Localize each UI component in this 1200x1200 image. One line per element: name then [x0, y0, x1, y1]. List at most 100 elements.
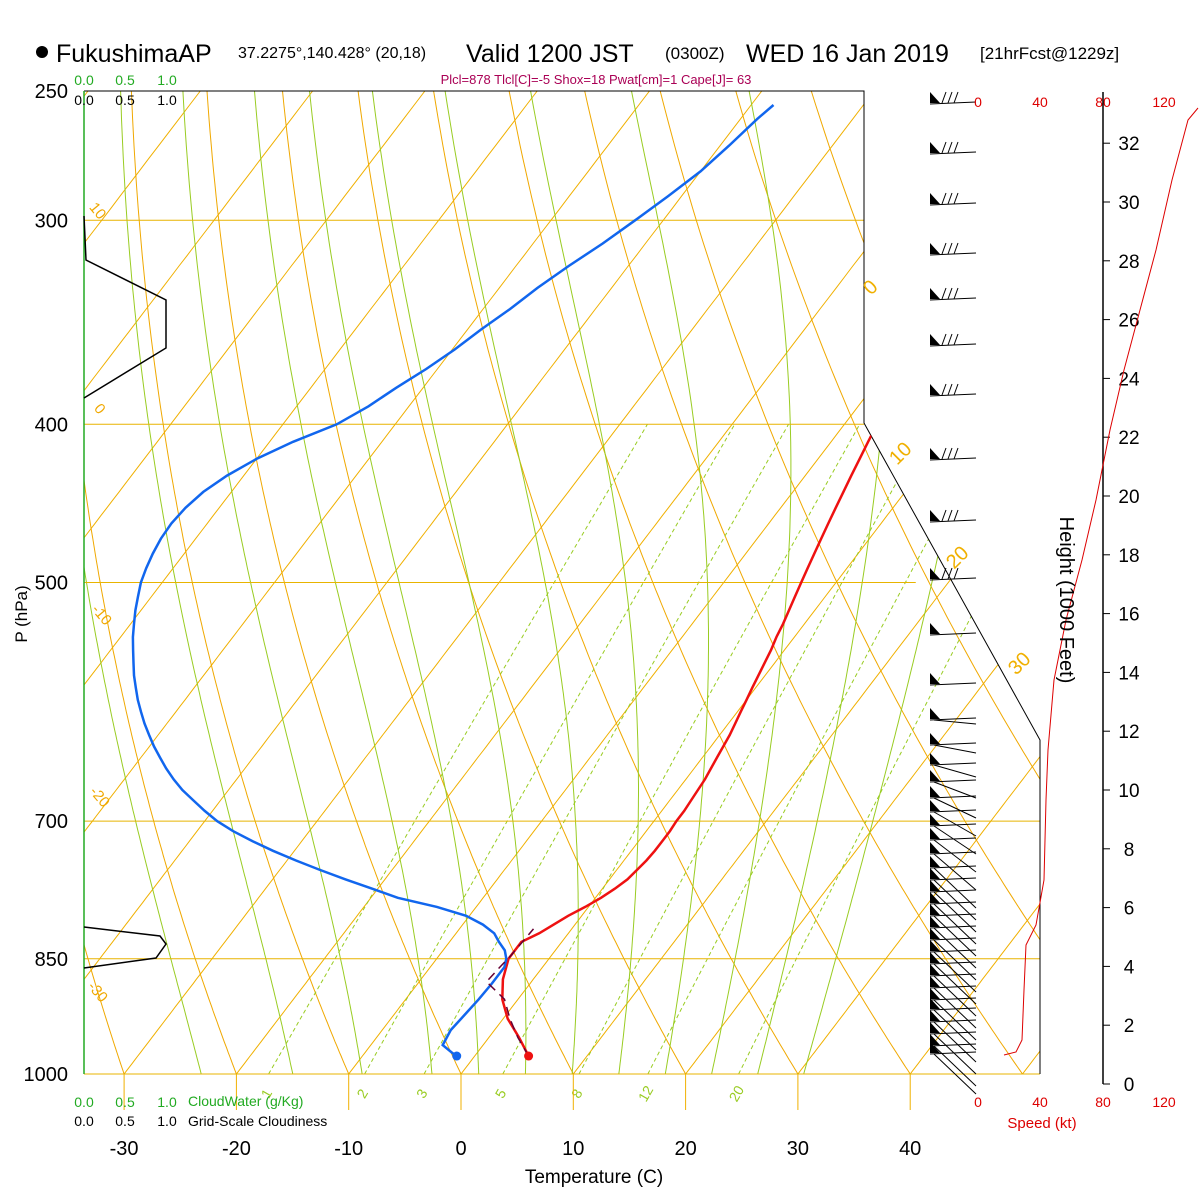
height-tick-label: 32: [1118, 134, 1139, 155]
barb-diagonal: [933, 1033, 977, 1075]
barb-feather: [953, 141, 959, 154]
cloudiness-profile-upper: [83, 215, 167, 399]
adiabat-label: 0: [90, 400, 108, 417]
cloud-profile: [83, 215, 167, 969]
barb-staff: [929, 779, 977, 783]
barb-feather: [941, 242, 947, 255]
dry-adiabat-line: [206, 91, 479, 1074]
barb-diagonal: [933, 781, 977, 799]
mixing-ratio-line: [268, 424, 648, 1074]
isotherm-line: [84, 91, 650, 1074]
barb-diagonal: [933, 999, 977, 1041]
barb-diagonal: [933, 927, 977, 969]
wind-barb: [929, 623, 977, 636]
wind-barb: [929, 976, 977, 1029]
wind-barb: [929, 242, 977, 256]
wind-barb: [929, 287, 977, 301]
barb-staff: [929, 809, 977, 813]
barb-feather: [947, 509, 953, 522]
barb-flag: [930, 733, 940, 744]
barb-feather: [947, 91, 953, 104]
barb-diagonal: [933, 764, 977, 778]
wind-barb: [929, 673, 977, 686]
barb-feather: [947, 333, 953, 346]
barb-diagonal: [933, 853, 977, 891]
barb-diagonal: [933, 811, 977, 837]
barb-flag: [930, 928, 940, 939]
wind-barb: [929, 333, 977, 347]
cloudwater-tick-top: 0.0: [74, 72, 94, 88]
dewpoint-line: [131, 104, 775, 1058]
wind-barb: [929, 904, 977, 957]
isotherm-line: [434, 91, 1040, 1074]
barb-feather: [941, 447, 947, 460]
dry-adiabat-line: [735, 91, 1040, 1074]
forecast-run: [21hrFcst@1229z]: [980, 44, 1119, 63]
isotherm-line: [883, 91, 1040, 1074]
adiabat-label: -10: [88, 601, 115, 629]
mixing-ratio-label: 2: [353, 1086, 371, 1101]
wind-barbs: [929, 91, 977, 1095]
wind-barb: [929, 928, 977, 981]
wind-barb: [929, 988, 977, 1041]
height-tick-label: 0: [1124, 1075, 1135, 1096]
barb-feather: [953, 567, 959, 580]
barb-flag: [930, 998, 940, 1009]
barb-staff: [929, 252, 977, 256]
barb-diagonal: [933, 719, 977, 725]
dry-adiabat-line: [810, 91, 1040, 1074]
barb-staff: [929, 151, 977, 155]
temperature-tick-label: 0: [455, 1138, 466, 1160]
barb-feather: [941, 509, 947, 522]
dry-adiabat-line: [1114, 91, 1200, 1109]
barb-staff: [929, 837, 977, 841]
mixing-ratio-line: [423, 424, 789, 1074]
barb-diagonal: [933, 939, 977, 981]
barb-feather: [941, 567, 947, 580]
speed-tick-top: 40: [1032, 94, 1048, 110]
isotherm-line: [209, 91, 987, 1074]
barb-staff: [929, 717, 977, 721]
isotherm-line: [97, 91, 875, 1074]
height-tick-label: 6: [1124, 899, 1135, 920]
barb-staff: [929, 961, 977, 965]
isotherm-line: [84, 91, 426, 1074]
barb-feather: [947, 192, 953, 205]
wind-barb: [929, 868, 977, 921]
barb-feather: [941, 141, 947, 154]
speed-tick-top: 0: [974, 94, 982, 110]
adiabat-label: 10: [86, 199, 110, 223]
y-axis-title: P (hPa): [12, 585, 31, 642]
isobars: [84, 90, 1040, 1075]
isotherm-line: [84, 91, 538, 1074]
barb-staff: [929, 457, 977, 461]
dry-adiabat-line: [961, 91, 1040, 1074]
wind-barb: [929, 770, 977, 799]
barb-flag: [930, 828, 940, 839]
barb-flag: [930, 1034, 940, 1045]
barb-flag: [930, 880, 940, 891]
barb-flag: [930, 1022, 940, 1033]
x-axis-title: Temperature (C): [525, 1167, 663, 1188]
wind-barb: [929, 800, 977, 837]
barb-diagonal: [933, 825, 977, 855]
station-name: FukushimaAP: [56, 40, 212, 68]
height-tick-label: 4: [1124, 957, 1135, 978]
wind-barb: [929, 141, 977, 155]
mixing-ratio-label: 12: [635, 1083, 657, 1105]
barb-feather: [953, 242, 959, 255]
isotherm-line: [1108, 91, 1200, 1109]
isotherm-line: [771, 91, 1040, 1074]
barb-staff: [929, 393, 977, 397]
dry-adiabat-line: [84, 91, 251, 1074]
height-tick-label: 20: [1118, 487, 1139, 508]
wind-barb: [929, 733, 977, 754]
wind-barb: [929, 567, 977, 581]
wind-speed-line: [1003, 107, 1199, 1056]
mixing-ratio-label: 20: [725, 1083, 747, 1105]
barb-feather: [953, 509, 959, 522]
barb-flag: [930, 288, 940, 299]
wind-barb: [929, 916, 977, 969]
